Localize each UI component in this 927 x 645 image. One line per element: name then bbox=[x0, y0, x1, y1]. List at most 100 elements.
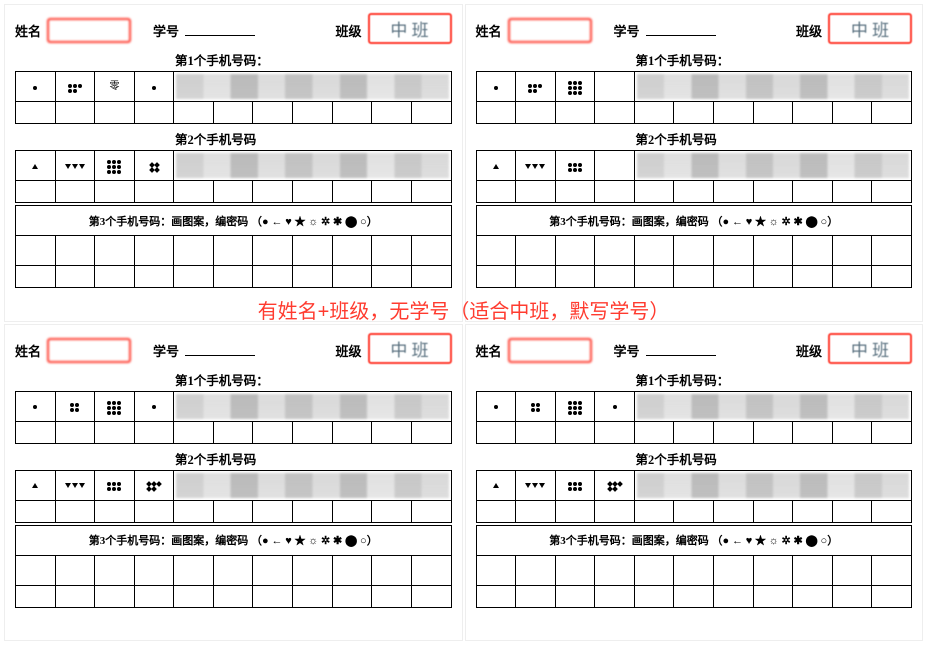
grid-section2 bbox=[15, 470, 452, 523]
sheet-header: 姓名 学号 班级 中 班 bbox=[15, 333, 452, 364]
blank-cell bbox=[16, 266, 56, 288]
blank-cell bbox=[134, 555, 174, 585]
grid-section3: 第3个手机号码：画图案，编密码 （● ← ♥ ★ ☼ ✲ ✱ ⬤ ○） bbox=[476, 525, 913, 608]
blank-cell bbox=[213, 555, 253, 585]
class-label: 班级 bbox=[335, 341, 361, 360]
symbol-cell bbox=[476, 151, 516, 181]
id-blank bbox=[185, 340, 255, 356]
blank-cell bbox=[753, 585, 793, 607]
blank-cell bbox=[674, 102, 714, 124]
blank-cell bbox=[476, 421, 516, 443]
blank-cell bbox=[674, 266, 714, 288]
symbol-cell bbox=[55, 391, 95, 421]
grid-section1 bbox=[476, 391, 913, 444]
blank-cell bbox=[253, 585, 293, 607]
blank-cell bbox=[411, 181, 451, 203]
sheet-header: 姓名 学号 班级 中 班 bbox=[476, 333, 913, 364]
blank-cell bbox=[516, 181, 556, 203]
section1-title: 第1个手机号码： bbox=[636, 370, 913, 389]
blank-cell bbox=[174, 236, 214, 266]
blank-cell bbox=[634, 585, 674, 607]
worksheet: 姓名 学号 班级 中 班 第1个手机号码： 第2个手机号码 第3个手机号码：画图… bbox=[4, 324, 463, 642]
blank-cell bbox=[411, 102, 451, 124]
blank-cell bbox=[16, 421, 56, 443]
blank-cell bbox=[832, 236, 872, 266]
blank-cell bbox=[95, 585, 135, 607]
worksheet: 姓名 学号 班级 中 班 第1个手机号码： 零 第2个手机号码 第3个手机号码：… bbox=[4, 4, 463, 322]
blank-cell bbox=[872, 555, 912, 585]
blank-cell bbox=[134, 421, 174, 443]
section2-title: 第2个手机号码 bbox=[175, 449, 452, 468]
blank-cell bbox=[134, 181, 174, 203]
blank-cell bbox=[55, 500, 95, 522]
blank-cell bbox=[793, 421, 833, 443]
section2-title: 第2个手机号码 bbox=[636, 129, 913, 148]
name-label: 姓名 bbox=[476, 341, 502, 360]
blank-cell bbox=[16, 236, 56, 266]
blank-cell bbox=[595, 585, 635, 607]
sheet-header: 姓名 学号 班级 中 班 bbox=[15, 13, 452, 44]
id-label: 学号 bbox=[614, 341, 640, 360]
symbol-cell bbox=[476, 470, 516, 500]
redacted-cell bbox=[634, 470, 911, 500]
blank-cell bbox=[174, 585, 214, 607]
blank-cell bbox=[793, 266, 833, 288]
symbol-cell bbox=[476, 391, 516, 421]
blank-cell bbox=[95, 236, 135, 266]
id-blank bbox=[646, 340, 716, 356]
blank-cell bbox=[713, 421, 753, 443]
blank-cell bbox=[595, 236, 635, 266]
blank-cell bbox=[134, 266, 174, 288]
redacted-cell bbox=[174, 470, 451, 500]
blank-cell bbox=[753, 555, 793, 585]
blank-cell bbox=[555, 181, 595, 203]
blank-cell bbox=[253, 181, 293, 203]
blank-cell bbox=[332, 421, 372, 443]
blank-cell bbox=[793, 585, 833, 607]
blank-cell bbox=[332, 236, 372, 266]
sheet-header: 姓名 学号 班级 中 班 bbox=[476, 13, 913, 44]
blank-cell bbox=[634, 236, 674, 266]
symbol-cell bbox=[55, 470, 95, 500]
blank-cell bbox=[713, 102, 753, 124]
blank-cell bbox=[476, 102, 516, 124]
blank-cell bbox=[476, 181, 516, 203]
blank-cell bbox=[55, 555, 95, 585]
blank-cell bbox=[411, 236, 451, 266]
grid-section3: 第3个手机号码：画图案，编密码 （● ← ♥ ★ ☼ ✲ ✱ ⬤ ○） bbox=[476, 205, 913, 288]
blank-cell bbox=[793, 181, 833, 203]
blank-cell bbox=[872, 102, 912, 124]
blank-cell bbox=[476, 500, 516, 522]
blank-cell bbox=[713, 181, 753, 203]
symbol-cell bbox=[595, 470, 635, 500]
symbol-cell bbox=[55, 151, 95, 181]
symbol-cell bbox=[516, 470, 556, 500]
symbol-cell bbox=[516, 391, 556, 421]
blank-cell bbox=[555, 266, 595, 288]
blank-cell bbox=[372, 555, 412, 585]
worksheet-grid: 姓名 学号 班级 中 班 第1个手机号码： 零 第2个手机号码 第3个手机号码：… bbox=[0, 0, 927, 645]
blank-cell bbox=[213, 421, 253, 443]
blank-cell bbox=[872, 585, 912, 607]
symbol-cell bbox=[555, 391, 595, 421]
id-blank bbox=[185, 20, 255, 36]
blank-cell bbox=[516, 102, 556, 124]
symbol-cell bbox=[555, 72, 595, 102]
blank-cell bbox=[134, 585, 174, 607]
symbol-cell bbox=[16, 470, 56, 500]
blank-cell bbox=[674, 421, 714, 443]
blank-cell bbox=[213, 500, 253, 522]
blank-cell bbox=[713, 236, 753, 266]
grid-section1: 零 bbox=[15, 71, 452, 124]
blank-cell bbox=[372, 421, 412, 443]
section2-title: 第2个手机号码 bbox=[636, 449, 913, 468]
blank-cell bbox=[595, 266, 635, 288]
blank-cell bbox=[793, 555, 833, 585]
blank-cell bbox=[16, 181, 56, 203]
section3-title: 第3个手机号码：画图案，编密码 （● ← ♥ ★ ☼ ✲ ✱ ⬤ ○） bbox=[16, 206, 452, 236]
blank-cell bbox=[293, 102, 333, 124]
blank-cell bbox=[253, 102, 293, 124]
blank-cell bbox=[411, 555, 451, 585]
blank-cell bbox=[55, 236, 95, 266]
class-label: 班级 bbox=[796, 21, 822, 40]
